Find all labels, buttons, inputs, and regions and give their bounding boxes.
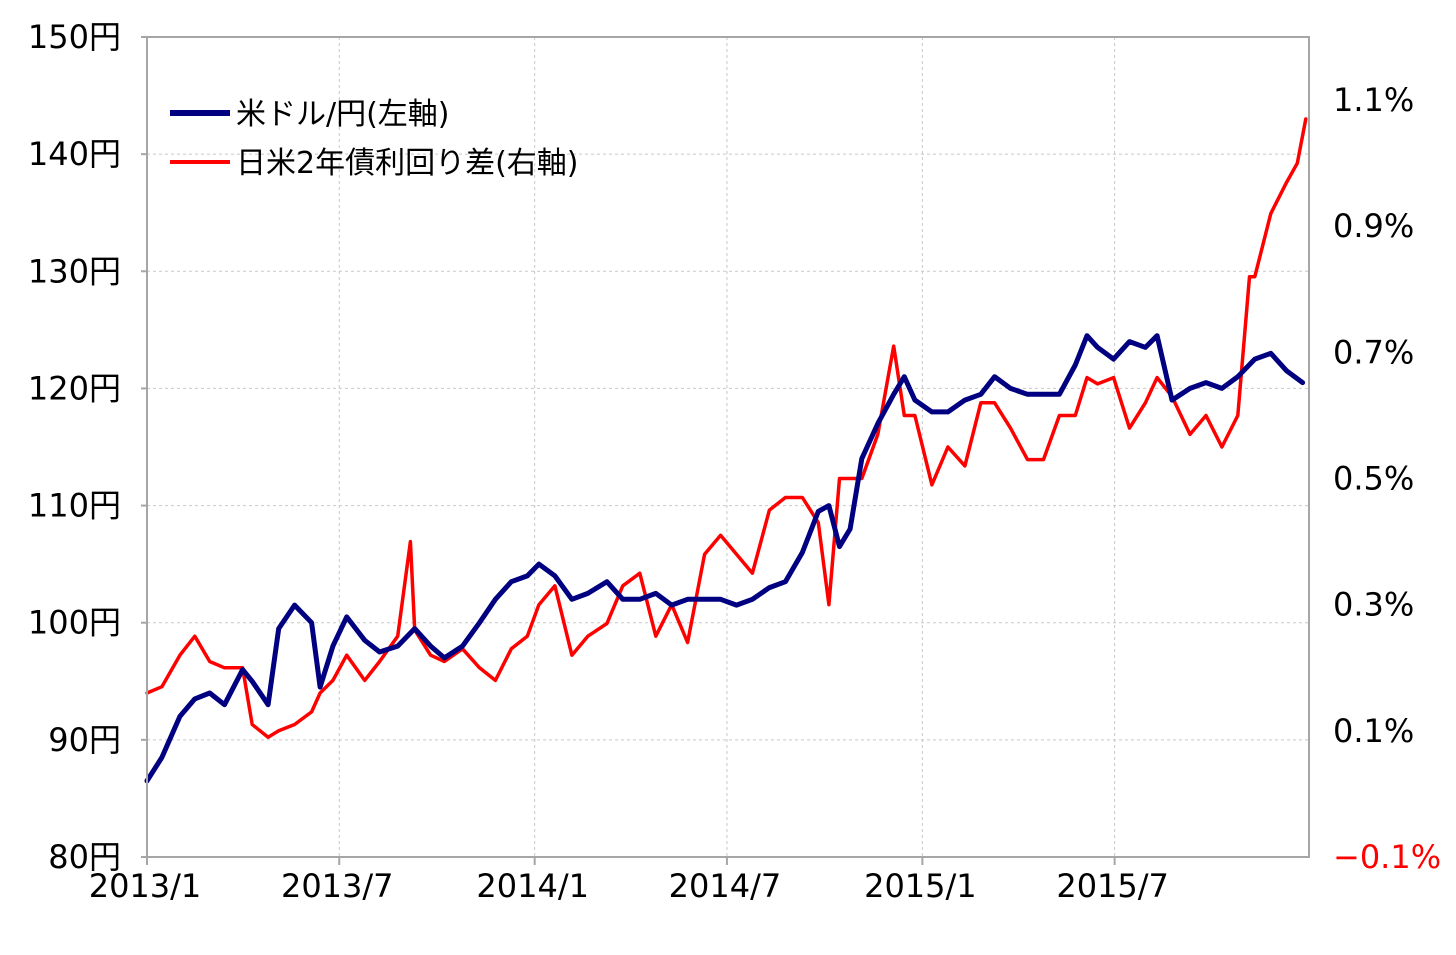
left-tick-label: 80円	[48, 838, 121, 876]
legend-label-yield-spread: 日米2年債利回り差(右軸)	[236, 146, 579, 181]
series-line-yield-spread	[145, 117, 1308, 739]
x-axis: 2013/1 2013/7 2014/1 2014/7 2015/1 2015/7	[89, 857, 1169, 905]
right-tick-label: 0.5%	[1333, 460, 1414, 498]
x-tick-label: 2013/7	[281, 867, 394, 905]
left-y-axis: 80円 90円 100円 110円 120円 130円 140円 150円	[28, 18, 147, 876]
left-tick-label: 140円	[28, 135, 121, 173]
right-tick-label: 0.3%	[1333, 586, 1414, 624]
x-tick-label: 2014/1	[476, 867, 589, 905]
x-tick-label: 2013/1	[89, 867, 202, 905]
plot-frame	[146, 36, 1310, 858]
right-tick-label: −0.1%	[1333, 838, 1441, 876]
series-layer	[144, 117, 1308, 784]
x-tick-label: 2014/7	[669, 867, 782, 905]
left-tick-label: 90円	[48, 721, 121, 759]
x-tick-label: 2015/7	[1056, 867, 1169, 905]
left-tick-label: 150円	[28, 18, 121, 56]
legend-label-usdjpy: 米ドル/円(左軸)	[236, 97, 450, 132]
right-y-axis: −0.1% 0.1% 0.3% 0.5% 0.7% 0.9% 1.1%	[1333, 81, 1441, 876]
legend: 米ドル/円(左軸) 日米2年債利回り差(右軸)	[170, 97, 579, 181]
right-tick-label: 0.1%	[1333, 712, 1414, 750]
right-tick-label: 0.9%	[1333, 207, 1414, 245]
right-tick-label: 1.1%	[1333, 81, 1414, 119]
x-tick-label: 2015/1	[864, 867, 977, 905]
series-line-usdjpy	[144, 333, 1306, 784]
right-tick-label: 0.7%	[1333, 333, 1414, 371]
left-tick-label: 100円	[28, 604, 121, 642]
left-tick-label: 130円	[28, 252, 121, 290]
left-tick-label: 120円	[28, 369, 121, 407]
left-tick-label: 110円	[28, 487, 121, 525]
